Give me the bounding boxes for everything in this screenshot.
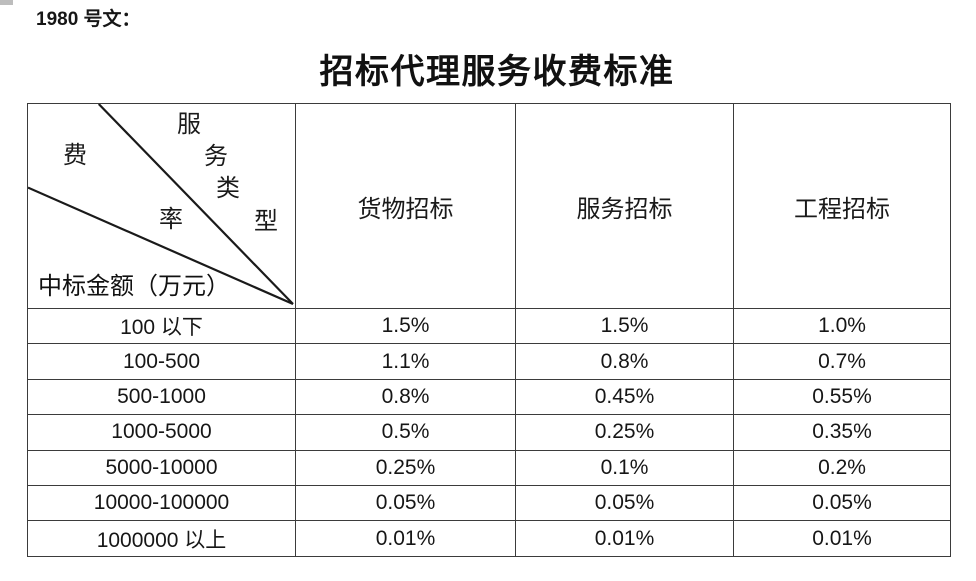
diagonal-line-lower bbox=[28, 186, 294, 306]
table-row: 10000-100000 0.05% 0.05% 0.05% bbox=[27, 484, 951, 522]
amount-range-cell: 1000000 以上 bbox=[27, 520, 296, 557]
table-row: 100-500 1.1% 0.8% 0.7% bbox=[27, 343, 951, 380]
service-rate-cell: 0.01% bbox=[515, 520, 734, 557]
corner-label-fee-rate-char: 率 bbox=[159, 207, 183, 233]
corner-label-service-type-char: 型 bbox=[254, 209, 278, 235]
corner-label-fee-rate-char: 费 bbox=[63, 143, 87, 169]
service-rate-cell: 0.05% bbox=[515, 484, 734, 522]
column-header-goods: 货物招标 bbox=[295, 103, 516, 309]
amount-range-cell: 500-1000 bbox=[27, 378, 296, 416]
goods-rate-cell: 0.05% bbox=[295, 484, 516, 522]
engineering-rate-cell: 1.0% bbox=[733, 307, 951, 345]
engineering-rate-cell: 0.01% bbox=[733, 520, 951, 557]
corner-cell: 服 务 类 型 费 率 中标金额（万元） bbox=[27, 103, 296, 309]
corner-label-bid-amount: 中标金额（万元） bbox=[38, 274, 230, 300]
amount-range-cell: 5000-10000 bbox=[27, 449, 296, 486]
corner-label-service-type-char: 服 bbox=[177, 112, 201, 138]
service-rate-cell: 1.5% bbox=[515, 307, 734, 345]
page-title: 招标代理服务收费标准 bbox=[319, 54, 675, 91]
table-row: 1000-5000 0.5% 0.25% 0.35% bbox=[27, 414, 951, 451]
engineering-rate-cell: 0.55% bbox=[733, 378, 951, 416]
column-header-engineering: 工程招标 bbox=[733, 103, 951, 309]
engineering-rate-cell: 0.05% bbox=[733, 484, 951, 522]
goods-rate-cell: 1.1% bbox=[295, 343, 516, 380]
goods-rate-cell: 1.5% bbox=[295, 307, 516, 345]
engineering-rate-cell: 0.7% bbox=[733, 343, 951, 380]
table-row: 100 以下 1.5% 1.5% 1.0% bbox=[27, 307, 951, 345]
goods-rate-cell: 0.8% bbox=[295, 378, 516, 416]
doc-ref: 1980 号文： bbox=[36, 9, 141, 30]
diagonal-line-upper bbox=[97, 104, 294, 305]
engineering-rate-cell: 0.2% bbox=[733, 449, 951, 486]
fee-rate-table: 服 务 类 型 费 率 中标金额（万元） 货物招标 服务招标 工程招标 100 … bbox=[27, 103, 951, 557]
corner-label-service-type-char: 务 bbox=[204, 144, 228, 170]
service-rate-cell: 0.1% bbox=[515, 449, 734, 486]
table-row: 1000000 以上 0.01% 0.01% 0.01% bbox=[27, 520, 951, 557]
goods-rate-cell: 0.01% bbox=[295, 520, 516, 557]
engineering-rate-cell: 0.35% bbox=[733, 414, 951, 451]
service-rate-cell: 0.25% bbox=[515, 414, 734, 451]
header-row: 服 务 类 型 费 率 中标金额（万元） 货物招标 服务招标 工程招标 bbox=[27, 103, 951, 309]
table-row: 5000-10000 0.25% 0.1% 0.2% bbox=[27, 449, 951, 486]
corner-label-service-type-char: 类 bbox=[216, 176, 240, 202]
diagonal-lines bbox=[28, 104, 294, 306]
scan-artifact bbox=[0, 0, 13, 5]
amount-range-cell: 10000-100000 bbox=[27, 484, 296, 522]
service-rate-cell: 0.8% bbox=[515, 343, 734, 380]
goods-rate-cell: 0.25% bbox=[295, 449, 516, 486]
amount-range-cell: 100-500 bbox=[27, 343, 296, 380]
amount-range-cell: 1000-5000 bbox=[27, 414, 296, 451]
amount-range-cell: 100 以下 bbox=[27, 307, 296, 345]
goods-rate-cell: 0.5% bbox=[295, 414, 516, 451]
table-row: 500-1000 0.8% 0.45% 0.55% bbox=[27, 378, 951, 416]
column-header-service: 服务招标 bbox=[515, 103, 734, 309]
service-rate-cell: 0.45% bbox=[515, 378, 734, 416]
